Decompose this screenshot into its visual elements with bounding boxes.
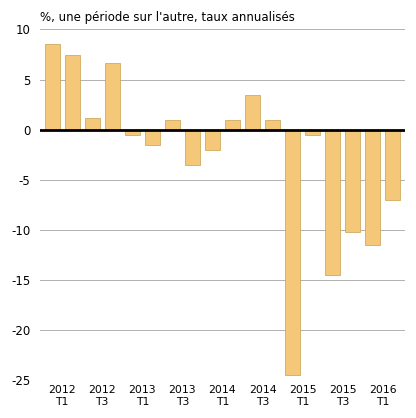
- Bar: [125, 130, 140, 135]
- Bar: [245, 94, 260, 130]
- Bar: [85, 118, 100, 130]
- Bar: [265, 120, 280, 130]
- Bar: [105, 63, 120, 130]
- Bar: [64, 54, 80, 130]
- Bar: [345, 130, 360, 232]
- Bar: [385, 130, 400, 200]
- Bar: [365, 130, 380, 245]
- Bar: [165, 120, 180, 130]
- Bar: [185, 130, 200, 165]
- Bar: [205, 130, 220, 150]
- Bar: [225, 120, 240, 130]
- Bar: [145, 130, 160, 145]
- Text: %, une période sur l'autre, taux annualisés: %, une période sur l'autre, taux annuali…: [40, 11, 295, 24]
- Bar: [285, 130, 300, 375]
- Bar: [45, 44, 59, 130]
- Bar: [305, 130, 320, 135]
- Bar: [325, 130, 340, 275]
